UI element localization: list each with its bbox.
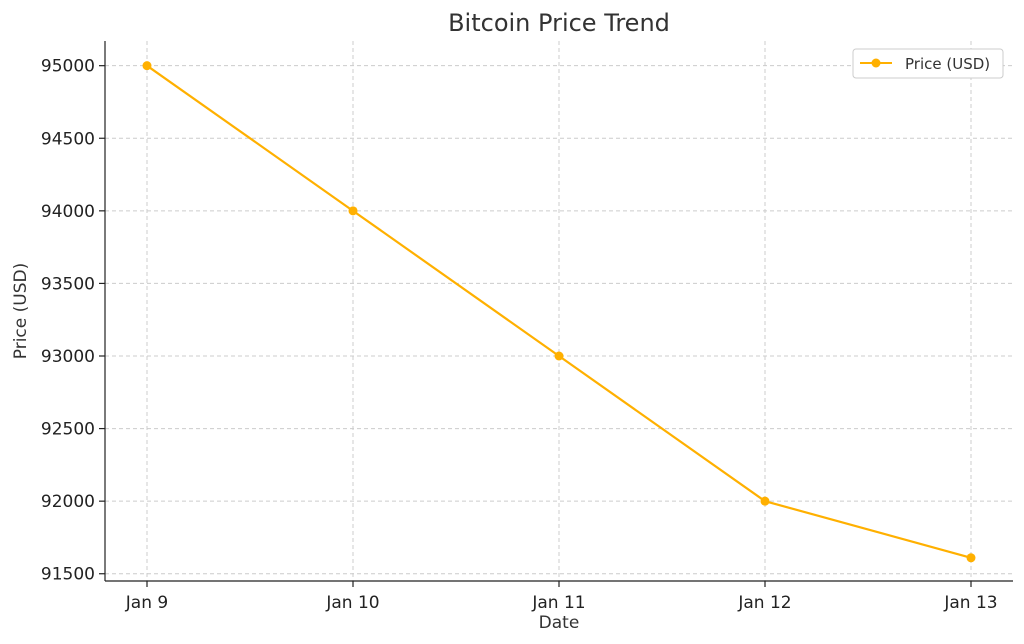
y-tick-label: 92500 — [41, 420, 95, 440]
x-tick-label: Jan 11 — [531, 593, 585, 613]
series-layer — [142, 61, 976, 563]
legend-marker-swatch — [871, 58, 881, 68]
x-tick-label: Jan 12 — [737, 593, 791, 613]
y-axis-label: Price (USD) — [11, 263, 31, 359]
x-axis-label: Date — [539, 613, 580, 633]
data-point — [348, 206, 358, 216]
data-point — [966, 553, 976, 563]
y-tick-label: 93500 — [41, 274, 95, 294]
grid-layer — [105, 41, 1013, 581]
y-tick-label: 94500 — [41, 129, 95, 149]
legend: Price (USD) — [852, 48, 1004, 79]
y-tick-label: 92000 — [41, 492, 95, 512]
y-tick-label: 93000 — [41, 347, 95, 367]
x-tick-label: Jan 9 — [125, 593, 168, 613]
y-tick-label: 94000 — [41, 202, 95, 222]
data-point — [142, 61, 152, 71]
y-tick-label: 91500 — [41, 565, 95, 585]
legend-box — [852, 48, 1004, 79]
chart-title: Bitcoin Price Trend — [448, 9, 670, 37]
y-tick-label: 95000 — [41, 57, 95, 77]
x-tick-label: Jan 10 — [325, 593, 379, 613]
ticks-layer: Jan 9 Jan 10 Jan 11 Jan 12 Jan 13 91500 92000 9… — [41, 57, 998, 613]
legend-label: Price (USD) — [905, 55, 990, 73]
x-tick-label: Jan 13 — [943, 593, 997, 613]
data-point — [554, 351, 564, 361]
data-point — [760, 496, 770, 506]
